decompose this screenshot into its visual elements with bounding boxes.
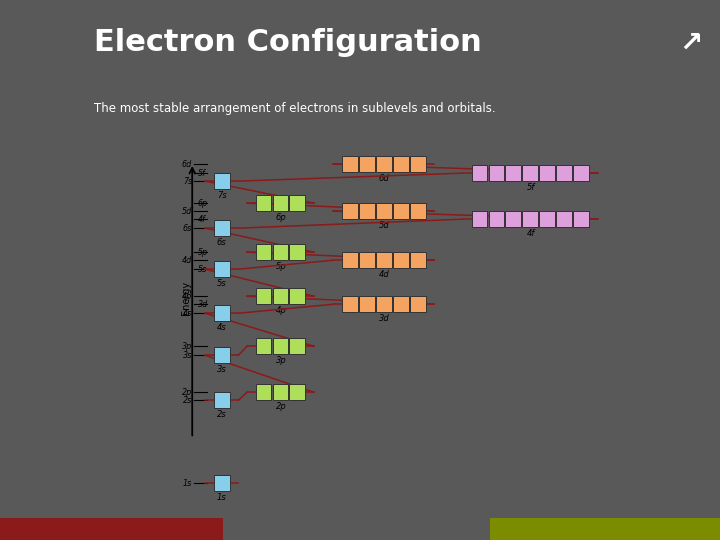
Text: 2p: 2p bbox=[182, 388, 192, 397]
Bar bbox=[490, 518, 720, 540]
Bar bbox=[393, 296, 409, 312]
Bar bbox=[273, 288, 288, 304]
Text: 5f: 5f bbox=[526, 183, 535, 192]
Text: Electron Configuration: Electron Configuration bbox=[94, 28, 482, 57]
Text: ↗: ↗ bbox=[680, 28, 703, 56]
Bar bbox=[359, 252, 374, 268]
Bar bbox=[214, 220, 230, 236]
Bar bbox=[342, 296, 358, 312]
Bar bbox=[410, 203, 426, 219]
Bar bbox=[256, 288, 271, 304]
Bar bbox=[393, 252, 409, 268]
Text: 5s: 5s bbox=[217, 279, 227, 288]
Text: 4f: 4f bbox=[526, 229, 535, 238]
Bar bbox=[214, 305, 230, 321]
Bar bbox=[256, 195, 271, 211]
Text: 1s: 1s bbox=[217, 494, 227, 502]
Text: 4s: 4s bbox=[183, 309, 192, 318]
Bar bbox=[505, 165, 521, 181]
Text: 7s: 7s bbox=[217, 191, 227, 200]
Bar bbox=[289, 338, 305, 354]
Bar bbox=[557, 165, 572, 181]
Bar bbox=[376, 252, 392, 268]
Bar bbox=[342, 203, 358, 219]
Text: 5d: 5d bbox=[182, 207, 192, 215]
Bar bbox=[273, 338, 288, 354]
Bar bbox=[376, 156, 392, 172]
Text: 1s: 1s bbox=[183, 479, 192, 488]
Bar bbox=[557, 211, 572, 227]
Bar bbox=[472, 165, 487, 181]
Bar bbox=[289, 288, 305, 304]
Text: 2s: 2s bbox=[217, 410, 227, 420]
Bar bbox=[289, 244, 305, 260]
Bar bbox=[359, 156, 374, 172]
Bar bbox=[472, 211, 487, 227]
Bar bbox=[393, 156, 409, 172]
Text: 3s: 3s bbox=[183, 351, 192, 360]
Bar bbox=[410, 156, 426, 172]
Bar bbox=[273, 384, 288, 400]
Bar bbox=[539, 165, 555, 181]
Bar bbox=[273, 244, 288, 260]
Bar bbox=[359, 296, 374, 312]
Text: 3p: 3p bbox=[276, 356, 287, 365]
Bar bbox=[342, 156, 358, 172]
Bar bbox=[256, 244, 271, 260]
Text: 6s: 6s bbox=[183, 224, 192, 233]
Bar bbox=[523, 211, 539, 227]
Bar bbox=[410, 252, 426, 268]
Text: 4s: 4s bbox=[217, 323, 227, 332]
Bar bbox=[342, 252, 358, 268]
Bar bbox=[256, 338, 271, 354]
Text: 2p: 2p bbox=[276, 402, 287, 411]
Text: 3d: 3d bbox=[379, 314, 390, 323]
Text: 5f: 5f bbox=[198, 168, 206, 178]
Text: 6p: 6p bbox=[198, 199, 208, 208]
Bar bbox=[214, 475, 230, 491]
Text: Energy: Energy bbox=[181, 281, 191, 315]
Text: 6d: 6d bbox=[182, 160, 192, 168]
Text: 4d: 4d bbox=[379, 270, 390, 279]
Text: 6s: 6s bbox=[217, 238, 227, 247]
Bar bbox=[214, 173, 230, 189]
Bar bbox=[273, 195, 288, 211]
Bar bbox=[359, 203, 374, 219]
Text: 4p: 4p bbox=[182, 292, 192, 301]
Text: 3d: 3d bbox=[198, 300, 208, 309]
Bar bbox=[539, 211, 555, 227]
Text: 7s: 7s bbox=[183, 177, 192, 186]
Bar bbox=[214, 347, 230, 363]
Text: 6p: 6p bbox=[276, 213, 287, 222]
Bar bbox=[393, 203, 409, 219]
Bar bbox=[523, 165, 539, 181]
Bar bbox=[0, 518, 223, 540]
Bar bbox=[410, 296, 426, 312]
Text: 5p: 5p bbox=[276, 262, 287, 271]
Text: 5p: 5p bbox=[198, 248, 208, 256]
Bar bbox=[489, 165, 504, 181]
Text: 4p: 4p bbox=[276, 306, 287, 315]
Text: 3p: 3p bbox=[182, 342, 192, 351]
Bar bbox=[289, 195, 305, 211]
Bar bbox=[214, 392, 230, 408]
Text: 2s: 2s bbox=[183, 396, 192, 405]
Bar bbox=[505, 211, 521, 227]
Bar bbox=[489, 211, 504, 227]
Text: 5d: 5d bbox=[379, 221, 390, 230]
Bar bbox=[376, 203, 392, 219]
Text: 6d: 6d bbox=[379, 174, 390, 183]
Text: 3s: 3s bbox=[217, 365, 227, 374]
Bar bbox=[256, 384, 271, 400]
Text: 4d: 4d bbox=[182, 256, 192, 265]
Text: The most stable arrangement of electrons in sublevels and orbitals.: The most stable arrangement of electrons… bbox=[94, 103, 495, 116]
Bar bbox=[214, 261, 230, 277]
Text: 5s: 5s bbox=[198, 265, 207, 274]
Bar bbox=[376, 296, 392, 312]
Bar bbox=[573, 165, 589, 181]
Bar bbox=[573, 211, 589, 227]
Bar bbox=[289, 384, 305, 400]
Text: 4f: 4f bbox=[198, 215, 206, 224]
